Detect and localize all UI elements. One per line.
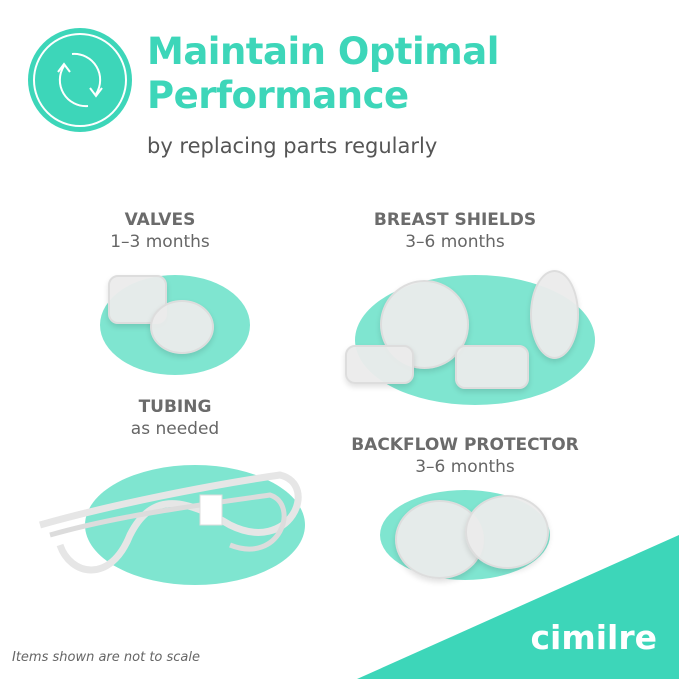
title-line-2: Performance [147,74,409,117]
page-title: Maintain Optimal Performance [147,30,499,118]
refresh-cycle-icon [28,28,132,132]
part-interval: 3–6 months [405,232,505,252]
breast-shield-image [530,270,579,359]
connector-image [345,345,414,384]
part-name: BACKFLOW PROTECTOR [351,435,579,455]
part-name: TUBING [138,397,212,417]
valve-image [150,300,214,354]
tubing-blob [85,465,305,585]
scale-note: Items shown are not to scale [12,650,201,665]
part-name: VALVES [124,210,196,230]
subtitle: by replacing parts regularly [147,134,438,158]
part-name: BREAST SHIELDS [373,210,537,230]
breast-shields-label: BREAST SHIELDS 3–6 months [340,210,570,252]
brand-logo: cimilre [530,618,657,657]
backflow-protector-label: BACKFLOW PROTECTOR 3–6 months [330,435,600,477]
valves-label: VALVES 1–3 months [80,210,240,252]
connector-image [455,345,529,389]
part-interval: 3–6 months [415,457,515,477]
title-line-1: Maintain Optimal [147,30,499,73]
tubing-image [39,471,302,574]
backflow-protector-image [465,495,549,569]
part-interval: 1–3 months [110,232,210,252]
part-interval: as needed [130,419,220,439]
tubing-label: TUBING as needed [90,397,260,439]
